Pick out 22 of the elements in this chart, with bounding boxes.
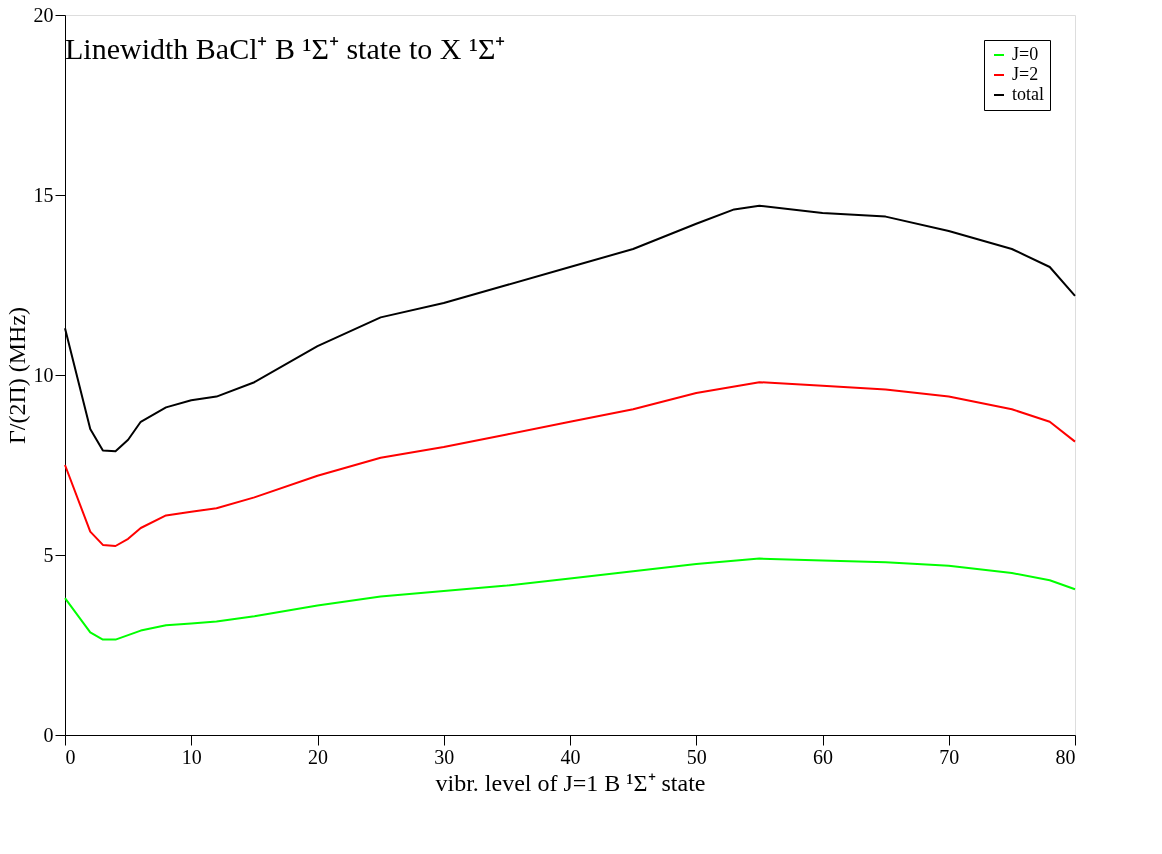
legend-label: J=2 xyxy=(1012,64,1039,84)
line-series xyxy=(64,557,1076,641)
y-tick-label: 5 xyxy=(43,543,54,566)
x-tick-label: 0 xyxy=(65,745,76,768)
y-tick-label: 15 xyxy=(33,183,54,206)
x-tick-label: 50 xyxy=(686,745,707,768)
legend-label: J=0 xyxy=(1012,44,1039,64)
text: Linewidth BaCl⁺ B ¹Σ⁺ state to X ¹Σ⁺ xyxy=(65,32,506,65)
x-tick-label: 30 xyxy=(434,745,455,768)
x-tick-label: 20 xyxy=(308,745,328,768)
x-tick-label: 70 xyxy=(939,745,960,768)
line-series xyxy=(64,381,1076,547)
x-tick-label: 40 xyxy=(560,745,581,768)
y-tick-label: 10 xyxy=(33,363,54,386)
x-tick-label: 10 xyxy=(181,745,202,768)
x-tick-label: 60 xyxy=(813,745,833,768)
y-tick-label: 20 xyxy=(33,3,54,26)
x-tick-label: 80 xyxy=(1055,745,1076,768)
y-tick-label: 0 xyxy=(43,723,54,746)
legend-label: total xyxy=(1012,84,1044,104)
y-axis-title: Γ/(2Π) (MHz) xyxy=(3,306,30,445)
x-axis-title: vibr. level of J=1 B ¹Σ⁺ state xyxy=(435,769,706,796)
